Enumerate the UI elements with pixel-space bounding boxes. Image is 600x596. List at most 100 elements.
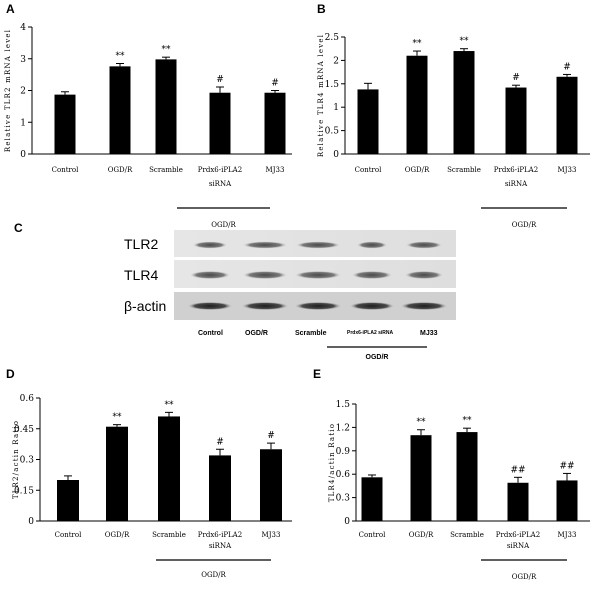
category-label: OGD/R	[405, 166, 430, 174]
bar	[260, 449, 282, 521]
y-tick-label: 0.6	[20, 394, 35, 404]
significance-mark: ##	[510, 465, 525, 475]
y-axis-label: Relative TLR2 mRNA level	[4, 29, 12, 152]
significance-mark: **	[417, 418, 427, 428]
significance-mark: #	[216, 75, 224, 85]
category-label: siRNA	[505, 180, 528, 188]
y-tick-label: 0.6	[336, 470, 351, 480]
bar	[209, 455, 231, 521]
group-label: OGD/R	[201, 571, 226, 579]
panel-letter-a: A	[6, 2, 15, 16]
y-tick-label: 1.5	[325, 80, 340, 90]
category-label: OGD/R	[105, 531, 130, 539]
category-label: Control	[359, 531, 386, 539]
category-label: siRNA	[209, 180, 232, 188]
category-label: MJ33	[262, 531, 281, 539]
y-tick-label: 1.2	[336, 423, 350, 433]
group-label: OGD/R	[512, 573, 537, 581]
western-blot: TLR2 TLR4 β-actin Control OGD/R Scramble…	[124, 230, 456, 361]
significance-mark: ##	[559, 461, 574, 471]
category-label: Prdx6-iPLA2	[198, 531, 242, 539]
significance-mark: **	[165, 400, 175, 410]
panel-letter-b: B	[317, 2, 326, 16]
significance-mark: **	[116, 52, 126, 62]
blot-band	[401, 302, 447, 310]
blot-band	[242, 302, 288, 310]
blot-group-label: OGD/R	[366, 354, 389, 361]
blot-band	[243, 241, 287, 249]
y-tick-label: 2	[333, 56, 339, 66]
category-label: Control	[55, 531, 82, 539]
bar	[155, 59, 177, 155]
bar	[507, 482, 529, 521]
y-tick-label: 0.3	[20, 456, 35, 466]
y-tick-label: 2.5	[325, 33, 340, 43]
panel-letter-d: D	[6, 367, 15, 381]
bar	[410, 435, 432, 521]
category-label: Control	[52, 166, 79, 174]
group-label: OGD/R	[211, 221, 236, 229]
bar	[109, 66, 131, 154]
y-tick-label: 4	[20, 23, 26, 33]
significance-mark: **	[113, 413, 123, 423]
y-axis-label: Relative TLR4 mRNA level	[317, 34, 325, 157]
blot-band	[193, 241, 227, 249]
blot-band	[188, 302, 232, 310]
bar	[361, 477, 383, 521]
panel-letter-c: C	[14, 221, 23, 235]
blot-lane-label: OGD/R	[245, 330, 268, 337]
bar	[57, 480, 79, 521]
bar	[54, 94, 76, 154]
category-label: Prdx6-iPLA2	[494, 166, 538, 174]
category-label: Prdx6-iPLA2	[496, 531, 540, 539]
category-label: MJ33	[558, 531, 577, 539]
significance-mark: **	[460, 37, 470, 47]
bar	[158, 416, 180, 521]
category-label: Scramble	[450, 531, 484, 539]
blot-lane-label: Control	[198, 330, 223, 337]
chart-e: 0 0.3 0.6 0.9 1.2 1.5 TLR4/actin Ratio Control *…	[328, 400, 590, 581]
significance-mark: #	[563, 62, 571, 72]
y-tick-label: 0.45	[14, 425, 34, 435]
significance-mark: #	[216, 437, 224, 447]
blot-band	[295, 271, 341, 279]
bar	[406, 55, 428, 154]
bar	[456, 432, 478, 521]
blot-lane-label: MJ33	[420, 330, 438, 337]
blot-row-label-actin: β-actin	[124, 298, 166, 314]
panel-letter-e: E	[313, 367, 321, 381]
y-tick-label: 1	[333, 103, 339, 113]
significance-mark: **	[162, 45, 172, 55]
category-label: Scramble	[149, 166, 183, 174]
category-label: OGD/R	[108, 166, 133, 174]
bar	[106, 426, 128, 521]
y-tick-label: 3	[20, 55, 26, 65]
y-tick-label: 0.15	[14, 486, 34, 496]
category-label: MJ33	[558, 166, 577, 174]
y-tick-label: 0.5	[325, 127, 340, 137]
y-axis-label: TLR2/actin Ratio	[12, 420, 20, 499]
bar	[264, 92, 286, 154]
chart-d: 0 0.15 0.3 0.45 0.6 TLR2/actin Ratio Control **…	[12, 394, 292, 579]
category-label: Scramble	[447, 166, 481, 174]
y-tick-label: 0	[20, 150, 26, 160]
blot-band	[350, 302, 394, 310]
y-tick-label: 1	[20, 118, 26, 128]
bar	[209, 92, 231, 154]
significance-mark: #	[512, 73, 520, 83]
blot-band	[243, 271, 287, 279]
y-tick-label: 0.3	[336, 494, 351, 504]
bar	[505, 87, 527, 154]
category-label: OGD/R	[409, 531, 434, 539]
group-label: OGD/R	[512, 221, 537, 229]
blot-band	[295, 302, 341, 310]
blot-lane-label: Scramble	[295, 330, 327, 337]
significance-mark: #	[271, 79, 279, 89]
category-label: siRNA	[507, 542, 530, 550]
y-tick-label: 0	[333, 150, 339, 160]
significance-mark: **	[463, 416, 473, 426]
blot-band	[352, 271, 392, 279]
blot-row-label-tlr2: TLR2	[124, 236, 158, 252]
